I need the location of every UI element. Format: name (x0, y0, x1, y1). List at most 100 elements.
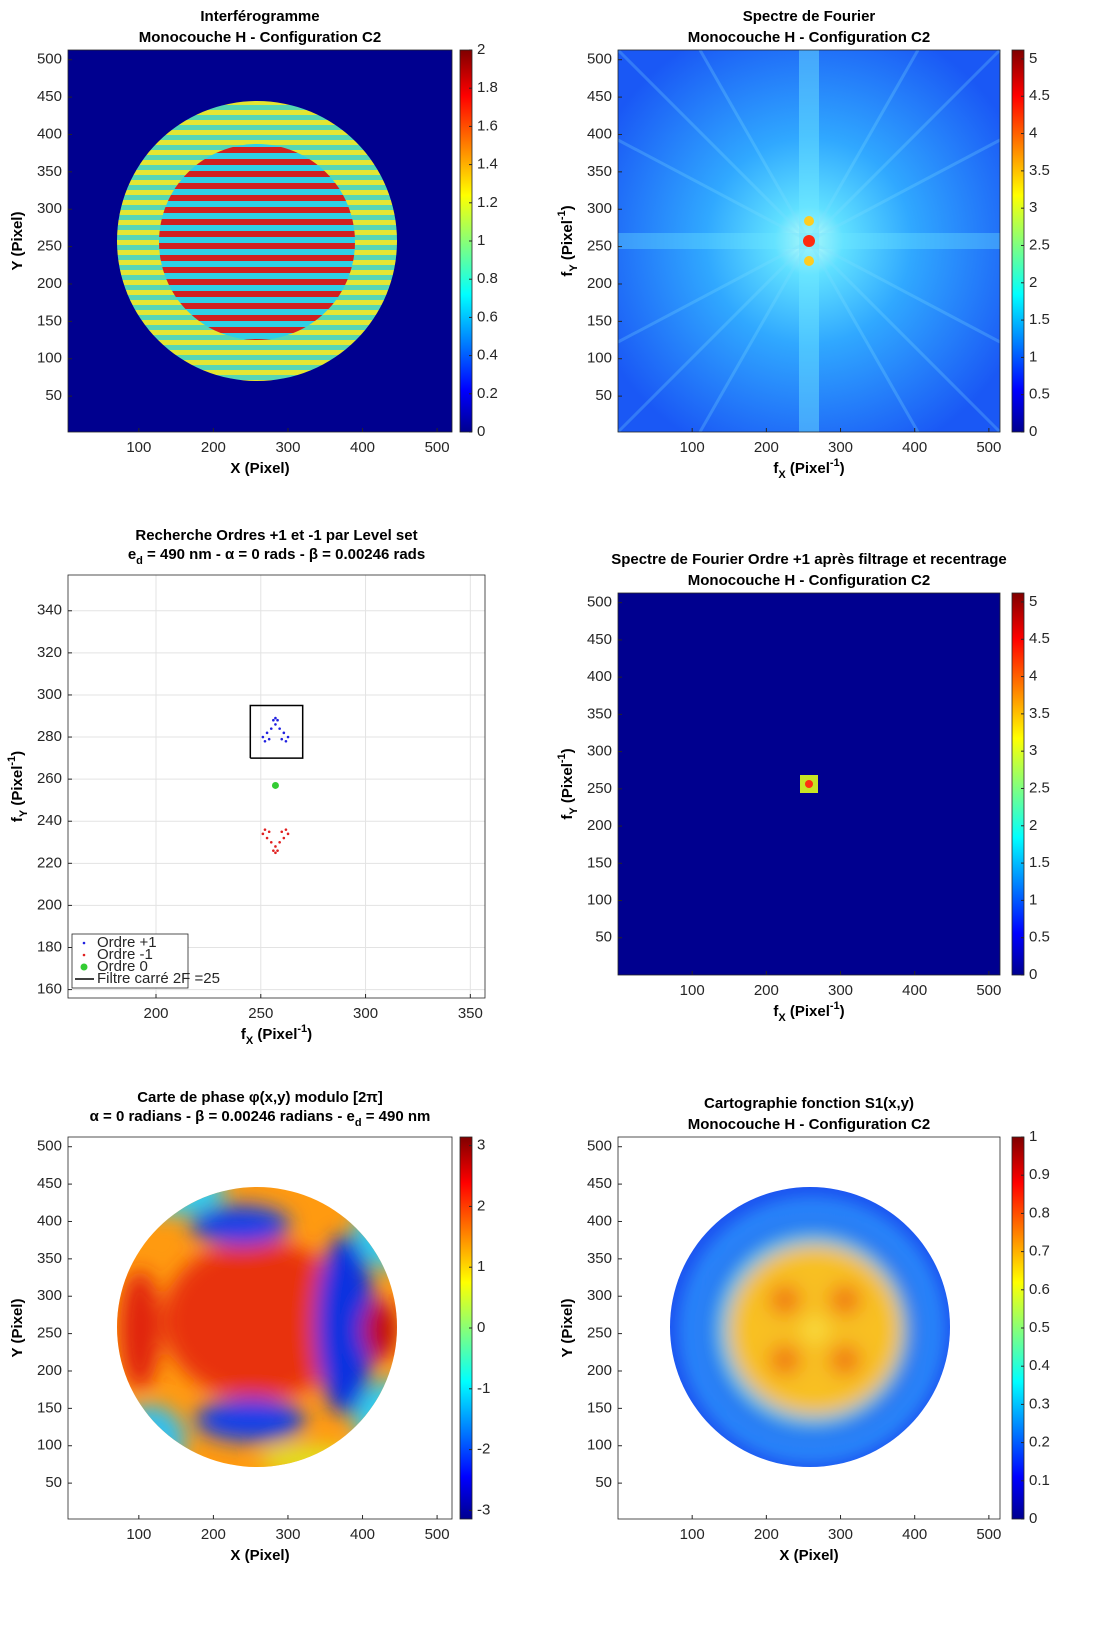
y-tick-label: 400 (37, 125, 62, 142)
y-tick-label: 450 (587, 631, 612, 648)
y-axis-label-part: (Pixel (559, 763, 576, 807)
y-tick-label: 300 (37, 1287, 62, 1304)
colorbar-tick-label: 0.6 (477, 308, 498, 325)
y-tick-label: 200 (587, 817, 612, 834)
x-axis-label-part: X (246, 1035, 254, 1047)
x-axis-label-part: f (773, 460, 779, 477)
y-axis-label: fY (Pixel-1) (6, 751, 30, 822)
point (282, 731, 286, 735)
colorbar-tick-label: 0.2 (1029, 1434, 1050, 1451)
y-tick-label: 50 (45, 1474, 62, 1491)
y-tick-label: 200 (587, 1362, 612, 1379)
x-axis-label: X (Pixel) (230, 460, 289, 477)
chart-title: Interférogramme (200, 8, 319, 25)
colorbar-tick-label: 3.5 (1029, 705, 1050, 722)
colorbar-tick-label: 0 (1029, 423, 1037, 440)
colorbar-tick-label: 1 (1029, 891, 1037, 908)
colorbar-tick-label: 0.6 (1029, 1281, 1050, 1298)
y-tick-label: 300 (587, 1287, 612, 1304)
x-tick-label: 300 (828, 1526, 853, 1543)
y-tick-label: 260 (37, 770, 62, 787)
y-axis-label-part: ) (559, 748, 576, 753)
point (286, 832, 290, 836)
y-tick-label: 500 (587, 594, 612, 611)
y-tick-label: 160 (37, 981, 62, 998)
x-tick-label: 400 (902, 982, 927, 999)
y-tick-label: 250 (587, 238, 612, 255)
point (274, 723, 277, 726)
point (278, 840, 281, 844)
chart-title: Carte de phase φ(x,y) modulo [2π] (137, 1089, 383, 1106)
chart-title: ed = 490 nm - α = 0 rads - β = 0.00246 r… (128, 546, 425, 567)
y-axis-label-part: ) (9, 751, 26, 756)
legend-marker (82, 941, 86, 945)
y-tick-label: 300 (587, 200, 612, 217)
y-tick-label: 400 (37, 1212, 62, 1229)
colorbar-tick-label: -3 (477, 1501, 490, 1518)
colorbar-tick-label: 1 (477, 1258, 485, 1275)
y-axis-label-part: Y (18, 809, 30, 817)
point (263, 739, 267, 743)
y-tick-label: 340 (37, 602, 62, 619)
x-tick-label: 300 (353, 1005, 378, 1022)
point (269, 727, 273, 730)
x-axis-label: fX (Pixel-1) (773, 457, 844, 481)
colorbar-tick-label: 1.4 (477, 156, 498, 173)
legend-label: Filtre carré 2F =25 (97, 970, 220, 987)
y-tick-label: 250 (587, 780, 612, 797)
x-tick-label: 200 (754, 1526, 779, 1543)
x-axis-label-part: -1 (297, 1023, 307, 1035)
chart-title: Monocouche H - Configuration C2 (139, 29, 381, 46)
colorbar-tick-label: 3.5 (1029, 162, 1050, 179)
colorbar-tick-label: 1 (1029, 348, 1037, 365)
y-axis-label: Y (Pixel) (9, 212, 26, 271)
colorbar-tick-label: 0 (477, 423, 485, 440)
x-tick-label: 500 (976, 1526, 1001, 1543)
point (265, 836, 269, 840)
x-axis-label-part: ) (840, 1003, 845, 1020)
x-tick-label: 200 (201, 1526, 226, 1543)
colorbar-tick-label: 0.5 (1029, 929, 1050, 946)
x-axis-label-part: ) (840, 460, 845, 477)
colorbar-tick-label: 0.8 (1029, 1204, 1050, 1221)
colorbar-tick-label: 4 (1029, 125, 1037, 142)
y-tick-label: 200 (37, 1362, 62, 1379)
phase-map-image (117, 1187, 397, 1467)
point (274, 851, 277, 855)
point (261, 832, 265, 836)
x-axis-label-part: ) (307, 1026, 312, 1043)
y-axis-label: fY (Pixel-1) (556, 748, 580, 819)
colorbar-tick-label: 2 (477, 1197, 485, 1214)
y-tick-label: 350 (587, 1250, 612, 1267)
y-tick-label: 300 (587, 743, 612, 760)
colorbar-tick-label: 2.5 (1029, 779, 1050, 796)
colorbar-tick-label: 0 (1029, 1510, 1037, 1527)
chart-title: Monocouche H - Configuration C2 (688, 1116, 930, 1133)
point (272, 718, 275, 722)
x-tick-label: 100 (680, 982, 705, 999)
colorbar-tick-label: 0.9 (1029, 1166, 1050, 1183)
x-tick-label: 350 (458, 1005, 483, 1022)
point (265, 731, 269, 735)
axes-frame (617, 592, 1001, 976)
chart-title-part: e (128, 546, 136, 563)
colorbar-tick-label: 0.4 (1029, 1357, 1050, 1374)
y-tick-label: 350 (37, 163, 62, 180)
y-axis-label-part: Y (568, 807, 580, 815)
y-tick-label: 450 (587, 1175, 612, 1192)
x-tick-label: 200 (143, 1005, 168, 1022)
x-axis-label: X (Pixel) (230, 1547, 289, 1564)
chart-title-part: = 490 nm (362, 1108, 431, 1125)
x-axis-label-part: -1 (830, 457, 840, 469)
x-axis-label: X (Pixel) (779, 1547, 838, 1564)
colorbar-tick-label: 1.5 (1029, 854, 1050, 871)
colorbar-tick-label: 0.7 (1029, 1243, 1050, 1260)
point (271, 781, 279, 789)
y-tick-label: 100 (37, 1437, 62, 1454)
chart-title: Recherche Ordres +1 et -1 par Level set (135, 527, 417, 544)
x-axis-label-part: (Pixel (786, 1003, 830, 1020)
x-tick-label: 200 (754, 982, 779, 999)
y-tick-label: 500 (587, 1138, 612, 1155)
colorbar-tick-label: 1.6 (477, 117, 498, 134)
